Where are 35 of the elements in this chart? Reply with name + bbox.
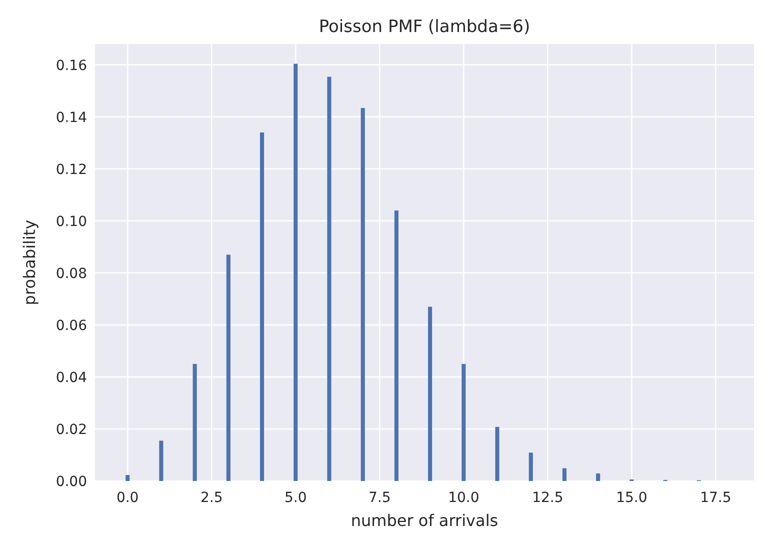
chart-title: Poisson PMF (lambda=6) — [318, 17, 530, 37]
y-tick-label: 0.04 — [56, 370, 88, 386]
bar — [528, 452, 533, 481]
y-tick-label: 0.14 — [56, 110, 88, 126]
x-tick-label: 5.0 — [284, 490, 307, 506]
y-tick-label: 0.16 — [56, 58, 88, 74]
bar — [394, 210, 398, 481]
y-tick-label: 0.12 — [56, 162, 87, 178]
bar — [126, 475, 130, 481]
bar — [159, 440, 164, 481]
bar — [495, 426, 500, 481]
bar — [462, 364, 466, 481]
x-axis-title: number of arrivals — [350, 511, 498, 530]
x-tick-label: 7.5 — [368, 490, 391, 506]
y-tick-label: 0.02 — [56, 422, 87, 438]
x-tick-label: 12.5 — [532, 490, 564, 506]
bar — [360, 108, 365, 481]
y-axis-title: probability — [20, 220, 39, 306]
bar — [226, 254, 230, 481]
y-tick-label: 0.08 — [56, 266, 87, 282]
x-tick-label: 10.0 — [448, 490, 480, 506]
y-tick-label: 0.06 — [56, 318, 88, 334]
bar — [596, 473, 600, 481]
bar — [562, 468, 566, 481]
x-tick-label: 0.0 — [116, 490, 139, 506]
x-tick-label: 15.0 — [616, 490, 648, 506]
bar — [428, 306, 432, 481]
x-tick-label: 2.5 — [200, 490, 223, 506]
bar — [327, 76, 332, 481]
bar — [260, 132, 264, 481]
bar — [294, 64, 298, 481]
y-tick-label: 0.00 — [56, 474, 87, 490]
x-tick-label: 17.5 — [700, 490, 732, 506]
bar — [192, 364, 197, 481]
y-tick-label: 0.10 — [56, 214, 87, 230]
